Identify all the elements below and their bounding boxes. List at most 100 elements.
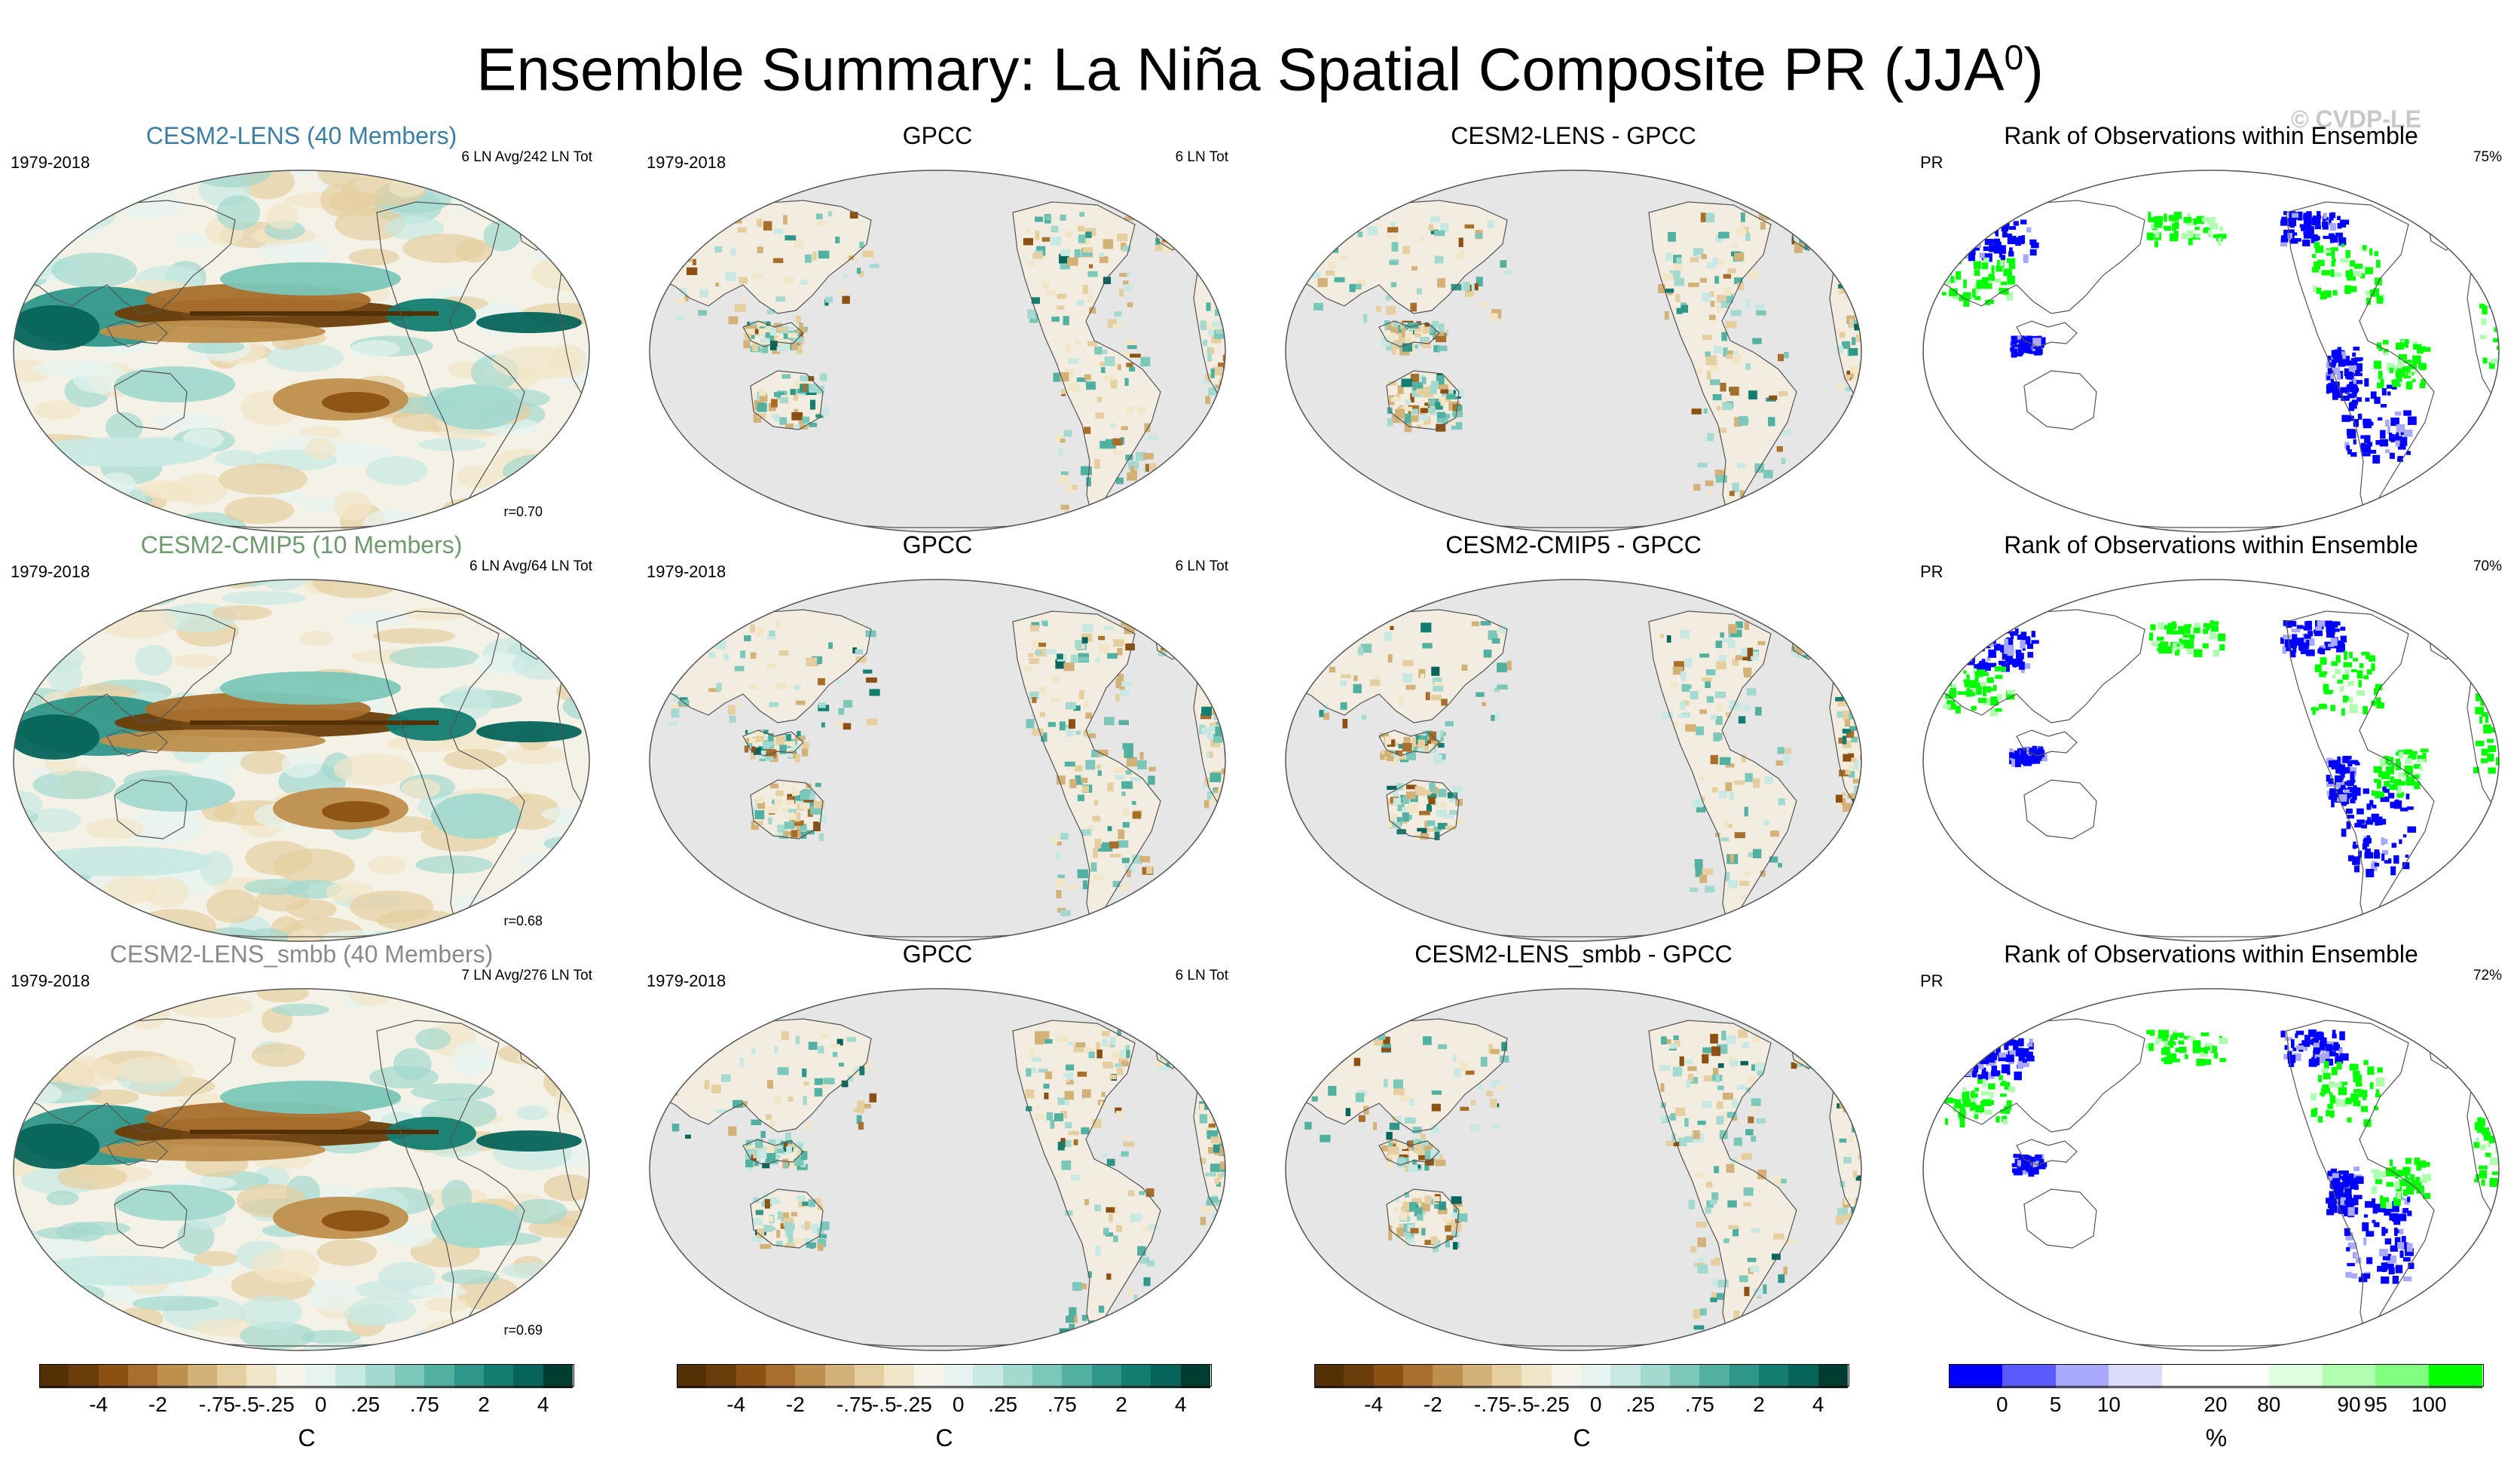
- land-anomaly-cell: [794, 1158, 804, 1167]
- land-anomaly-cell: [1752, 1034, 1760, 1043]
- land-anomaly-cell: [1835, 696, 1844, 702]
- land-anomaly-cell: [1222, 724, 1225, 731]
- rank-low-cell: [1999, 1052, 2007, 1058]
- land-anomaly-cell: [1060, 910, 1071, 916]
- anomaly-patch: [14, 1340, 48, 1350]
- land-anomaly-cell: [1057, 1141, 1065, 1151]
- land-anomaly-cell: [1061, 1139, 1072, 1148]
- land-anomaly-cell: [1723, 274, 1732, 279]
- land-anomaly-cell: [1184, 213, 1194, 218]
- land-anomaly-cell: [1800, 625, 1806, 634]
- rank-high-cell: [2006, 292, 2013, 301]
- rank-low-cell: [2304, 1044, 2308, 1051]
- land-anomaly-cell: [1224, 1124, 1225, 1133]
- rank-low-cell: [2347, 360, 2353, 366]
- land-anomaly-cell: [1416, 1164, 1421, 1169]
- land-anomaly-cell: [1073, 1045, 1084, 1053]
- rank-low-cell: [1991, 1066, 1998, 1072]
- land-anomaly-cell: [1713, 1278, 1718, 1286]
- rank-high-cell: [2492, 684, 2497, 692]
- land-anomaly-cell: [1438, 788, 1447, 797]
- land-anomaly-cell: [1849, 770, 1855, 778]
- land-anomaly-cell: [1821, 1050, 1830, 1055]
- land-anomaly-cell: [1726, 353, 1732, 359]
- diff-panel-title: CESM2-LENS - GPCC: [1451, 122, 1696, 149]
- land-anomaly-cell: [1798, 638, 1809, 645]
- land-anomaly-cell: [1307, 1074, 1312, 1081]
- rank-high-cell: [2416, 1185, 2424, 1194]
- land-anomaly-cell: [1737, 1154, 1745, 1161]
- land-anomaly-cell: [1026, 1068, 1032, 1077]
- land-anomaly-cell: [1094, 839, 1102, 849]
- land-anomaly-cell: [1688, 1200, 1695, 1210]
- rank-high-cell: [1976, 669, 1986, 674]
- rank-high-cell: [2405, 1188, 2414, 1194]
- land-anomaly-cell: [1163, 635, 1174, 644]
- rank-high-cell: [2493, 338, 2499, 343]
- land-anomaly-cell: [1414, 1144, 1424, 1153]
- rank-high-cell: [2496, 297, 2499, 302]
- land-anomaly-cell: [1213, 253, 1218, 258]
- coastline-maritime: [1378, 1139, 1440, 1166]
- land-anomaly-cell: [751, 1119, 762, 1126]
- anomaly-patch: [545, 897, 589, 923]
- land-anomaly-cell: [796, 315, 801, 324]
- land-anomaly-cell: [1843, 375, 1851, 381]
- land-anomaly-cell: [1464, 224, 1475, 229]
- rank-low-cell: [2008, 1060, 2014, 1065]
- land-anomaly-cell: [1215, 287, 1224, 292]
- land-anomaly-cell: [1063, 316, 1069, 326]
- rank-high-cell: [1974, 291, 1979, 297]
- land-anomaly-cell: [1063, 430, 1072, 437]
- rank-high-cell: [2408, 1181, 2416, 1191]
- rank-high-cell: [2392, 383, 2401, 387]
- land-anomaly-cell: [1794, 243, 1803, 253]
- rank-low-cell: [2326, 783, 2334, 788]
- anomaly-patch: [51, 252, 137, 288]
- rank-low-cell: [2386, 1260, 2393, 1265]
- land-anomaly-cell: [1430, 1124, 1439, 1134]
- rank-low-cell: [2353, 841, 2356, 849]
- land-anomaly-cell: [1124, 216, 1134, 221]
- land-anomaly-cell: [1421, 376, 1427, 384]
- rank-high-cell: [2315, 245, 2324, 253]
- rank-low-cell: [2338, 1170, 2344, 1175]
- rank-low-cell: [2284, 1037, 2292, 1041]
- rank-high-cell: [2497, 297, 2499, 304]
- rank-low-cell: [2319, 647, 2323, 653]
- coastline-eurasia: [14, 200, 236, 314]
- rank-low-cell: [2373, 1222, 2380, 1228]
- land-anomaly-cell: [1208, 1123, 1216, 1128]
- land-anomaly-cell: [1390, 325, 1399, 335]
- land-anomaly-cell: [1845, 664, 1856, 669]
- land-anomaly-cell: [1157, 225, 1169, 231]
- land-anomaly-cell: [1210, 368, 1215, 378]
- land-anomaly-cell: [1109, 841, 1119, 849]
- rank-low-cell: [2033, 1168, 2039, 1175]
- land-anomaly-cell: [1753, 778, 1760, 788]
- land-anomaly-cell: [1420, 1133, 1427, 1143]
- land-anomaly-cell: [1500, 1055, 1509, 1063]
- rank-low-cell: [1991, 224, 1998, 230]
- land-anomaly-cell: [1113, 1235, 1118, 1243]
- land-anomaly-cell: [1676, 307, 1683, 314]
- land-anomaly-cell: [1734, 277, 1743, 285]
- land-anomaly-cell: [784, 1132, 791, 1140]
- coastline-eurasia: [14, 1018, 236, 1133]
- land-anomaly-cell: [1857, 696, 1861, 705]
- land-anomaly-cell: [1798, 223, 1804, 231]
- rank-low-cell: [2387, 858, 2392, 862]
- rank-high-cell: [2485, 714, 2489, 723]
- coastline-maritime: [2016, 320, 2078, 347]
- land-anomaly-cell: [1214, 1091, 1225, 1098]
- rank-high-cell: [2385, 1202, 2393, 1210]
- land-anomaly-cell: [1410, 302, 1418, 312]
- land-anomaly-cell: [1112, 438, 1123, 446]
- coastline-americas: [1012, 201, 1161, 521]
- land-anomaly-cell: [1433, 826, 1442, 832]
- rank-high-cell: [2389, 367, 2393, 374]
- anomaly-patch: [151, 413, 226, 430]
- rank-high-cell: [2501, 726, 2503, 733]
- land-anomaly-cell: [748, 729, 754, 734]
- anomaly-patch: [15, 989, 94, 1002]
